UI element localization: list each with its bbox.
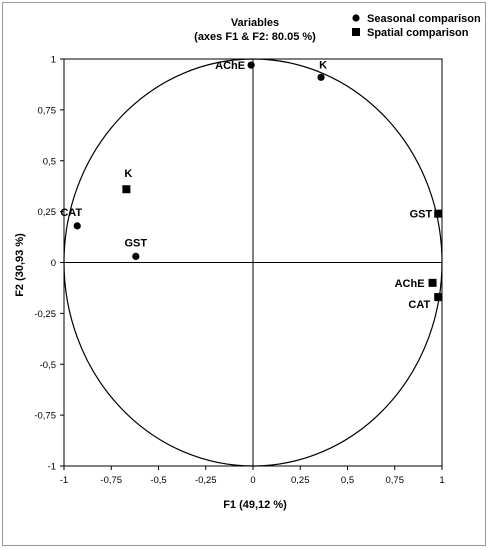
x-tick-label: -0,25 bbox=[195, 475, 217, 486]
point-label: AChE bbox=[215, 60, 245, 72]
legend-entry-label: Seasonal comparison bbox=[367, 13, 481, 25]
spatial-point-marker bbox=[434, 293, 443, 302]
point-label: K bbox=[124, 168, 132, 180]
figure-frame bbox=[2, 2, 486, 546]
x-tick-label: -0,75 bbox=[100, 475, 122, 486]
seasonal-point-marker bbox=[317, 73, 325, 81]
point-label: AChE bbox=[395, 278, 425, 290]
legend-square-marker bbox=[352, 28, 360, 36]
plot-area: -1 -1 -0,75 -0,75 -0,5 -0,5 -0,25 -0,25 0 0 0,25 0,… bbox=[34, 55, 444, 487]
x-tick-label: 1 bbox=[439, 475, 444, 486]
y-tick-label: 0 bbox=[51, 258, 56, 269]
seasonal-point-marker bbox=[73, 222, 81, 230]
seasonal-point-marker bbox=[132, 252, 140, 260]
chart-title: Variables bbox=[231, 17, 279, 29]
point-label: CAT bbox=[408, 299, 430, 311]
y-tick-label: 0,5 bbox=[43, 156, 56, 167]
y-axis-label: F2 (30,93 %) bbox=[14, 233, 26, 297]
point-label: GST bbox=[410, 209, 433, 221]
seasonal-point-marker bbox=[247, 61, 255, 69]
chart-subtitle: (axes F1 & F2: 80.05 %) bbox=[194, 31, 316, 43]
point-label: CAT bbox=[60, 207, 82, 219]
spatial-point-marker bbox=[122, 185, 131, 194]
spatial-point-marker bbox=[434, 209, 443, 218]
point-label: GST bbox=[125, 237, 148, 249]
x-tick-label: -1 bbox=[60, 475, 68, 486]
legend-circle-marker bbox=[352, 14, 360, 22]
point-label: K bbox=[319, 59, 327, 71]
y-tick-label: -0,5 bbox=[40, 360, 56, 371]
x-axis-label: F1 (49,12 %) bbox=[223, 499, 287, 511]
y-tick-label: 1 bbox=[51, 55, 56, 66]
x-tick-label: 0,25 bbox=[291, 475, 310, 486]
x-tick-label: -0,5 bbox=[150, 475, 166, 486]
spatial-point-marker bbox=[428, 278, 437, 287]
x-tick-label: 0 bbox=[250, 475, 255, 486]
y-tick-label: -0,25 bbox=[34, 309, 56, 320]
x-tick-label: 0,5 bbox=[341, 475, 354, 486]
x-tick-label: 0,75 bbox=[386, 475, 405, 486]
y-tick-label: -1 bbox=[48, 462, 56, 473]
y-tick-label: 0,75 bbox=[38, 105, 57, 116]
legend: Seasonal comparison Spatial comparison bbox=[352, 13, 481, 39]
y-tick-label: 0,25 bbox=[38, 207, 57, 218]
y-tick-label: -0,75 bbox=[34, 411, 56, 422]
legend-entry-label: Spatial comparison bbox=[367, 27, 469, 39]
